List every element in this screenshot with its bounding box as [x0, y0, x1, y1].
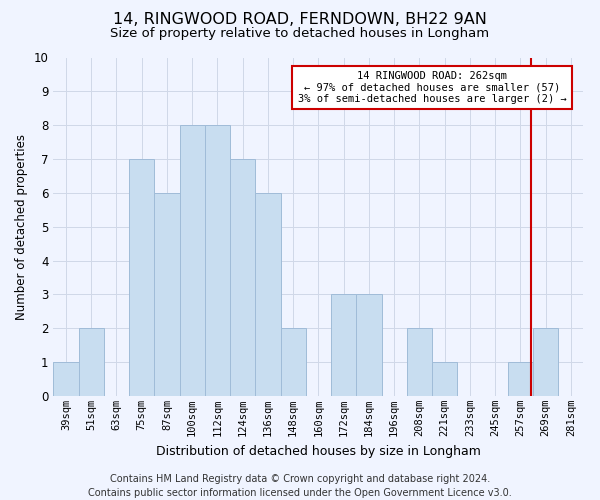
Bar — [331, 294, 356, 396]
Bar — [281, 328, 306, 396]
Bar — [154, 193, 179, 396]
Bar — [533, 328, 558, 396]
X-axis label: Distribution of detached houses by size in Longham: Distribution of detached houses by size … — [156, 444, 481, 458]
Y-axis label: Number of detached properties: Number of detached properties — [15, 134, 28, 320]
Bar — [255, 193, 281, 396]
Bar — [407, 328, 432, 396]
Bar — [53, 362, 79, 396]
Text: 14 RINGWOOD ROAD: 262sqm
← 97% of detached houses are smaller (57)
3% of semi-de: 14 RINGWOOD ROAD: 262sqm ← 97% of detach… — [298, 71, 566, 104]
Text: Contains HM Land Registry data © Crown copyright and database right 2024.
Contai: Contains HM Land Registry data © Crown c… — [88, 474, 512, 498]
Bar — [356, 294, 382, 396]
Bar — [432, 362, 457, 396]
Bar — [205, 125, 230, 396]
Bar — [230, 159, 255, 396]
Text: Size of property relative to detached houses in Longham: Size of property relative to detached ho… — [110, 28, 490, 40]
Bar — [79, 328, 104, 396]
Bar — [179, 125, 205, 396]
Bar — [508, 362, 533, 396]
Bar — [129, 159, 154, 396]
Text: 14, RINGWOOD ROAD, FERNDOWN, BH22 9AN: 14, RINGWOOD ROAD, FERNDOWN, BH22 9AN — [113, 12, 487, 28]
